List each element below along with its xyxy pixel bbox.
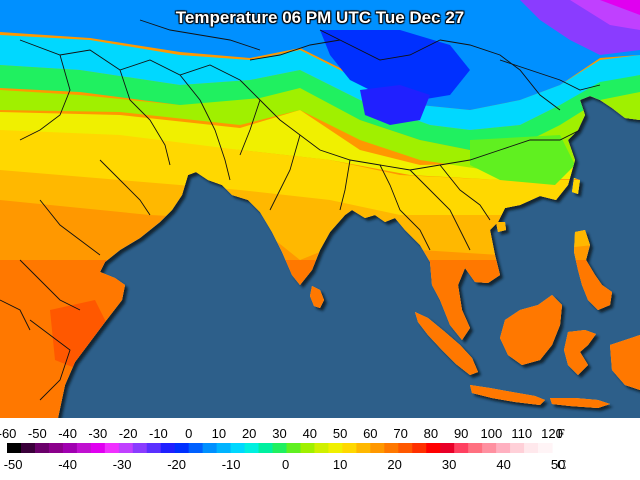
fahrenheit-tick-label: 110: [511, 426, 532, 441]
temperature-legend: -60-50-40-30-20-100102030405060708090100…: [0, 418, 640, 480]
celsius-tick-label: -50: [4, 457, 23, 472]
color-ramp-swatch: [314, 443, 330, 453]
color-ramp-swatch: [160, 443, 176, 453]
map-canvas: [0, 0, 640, 418]
color-ramp-swatch: [482, 443, 497, 453]
map-title: Temperature 06 PM UTC Tue Dec 27: [175, 8, 465, 27]
color-ramp-swatch: [342, 443, 357, 453]
fahrenheit-tick-label: 120: [541, 426, 563, 441]
color-ramp-swatch: [20, 443, 36, 453]
color-ramp-swatch: [426, 443, 441, 453]
fahrenheit-tick-label: 0: [185, 426, 192, 441]
fahrenheit-tick-label: 50: [333, 426, 347, 441]
color-ramp-swatch: [230, 443, 246, 453]
color-ramp-swatch: [468, 443, 483, 453]
celsius-tick-label: 50: [551, 457, 565, 472]
celsius-tick-label: -40: [58, 457, 77, 472]
fahrenheit-tick-label: 40: [303, 426, 317, 441]
temperature-map: Temperature 06 PM UTC Tue Dec 27: [0, 0, 640, 418]
celsius-unit-label: C: [557, 458, 566, 473]
color-ramp-swatch: [62, 443, 78, 453]
fahrenheit-tick-label: 80: [424, 426, 438, 441]
color-ramp-swatch: [328, 443, 343, 453]
color-ramp-swatch: [398, 443, 413, 453]
color-ramp-swatch: [510, 443, 525, 453]
fahrenheit-tick-label: -20: [119, 426, 138, 441]
color-ramp-swatch: [412, 443, 427, 453]
color-ramp-swatch: [244, 443, 260, 453]
fahrenheit-tick-label: -30: [88, 426, 107, 441]
fahrenheit-tick-label: 70: [393, 426, 407, 441]
fahrenheit-tick-label: -40: [58, 426, 77, 441]
color-ramp-swatch: [118, 443, 134, 453]
color-ramp-swatch: [538, 443, 553, 453]
celsius-tick-label: -10: [222, 457, 241, 472]
color-ramp-swatch: [440, 443, 455, 453]
fahrenheit-tick-label: -10: [149, 426, 168, 441]
color-ramp-swatch: [216, 443, 232, 453]
color-ramp-swatch: [174, 443, 190, 453]
color-ramp: [7, 443, 553, 453]
color-ramp-swatch: [272, 443, 288, 453]
celsius-tick-label: 20: [387, 457, 401, 472]
celsius-tick-label: 0: [282, 457, 289, 472]
fahrenheit-tick-label: 60: [363, 426, 377, 441]
fahrenheit-tick-label: 30: [272, 426, 286, 441]
color-ramp-swatch: [34, 443, 50, 453]
color-ramp-swatch: [454, 443, 469, 453]
celsius-tick-label: 40: [496, 457, 510, 472]
color-ramp-swatch: [48, 443, 64, 453]
color-ramp-swatch: [384, 443, 399, 453]
fahrenheit-tick-label: -50: [28, 426, 47, 441]
color-ramp-swatch: [370, 443, 385, 453]
color-ramp-swatch: [188, 443, 204, 453]
fahrenheit-tick-label: 100: [481, 426, 503, 441]
color-ramp-swatch: [7, 443, 22, 453]
celsius-tick-label: 10: [333, 457, 347, 472]
color-ramp-swatch: [202, 443, 218, 453]
fahrenheit-tick-label: -60: [0, 426, 16, 441]
color-ramp-swatch: [356, 443, 371, 453]
celsius-tick-label: 30: [442, 457, 456, 472]
fahrenheit-tick-label: 10: [212, 426, 226, 441]
celsius-tick-label: -30: [113, 457, 132, 472]
color-ramp-swatch: [104, 443, 120, 453]
color-ramp-swatch: [300, 443, 316, 453]
fahrenheit-tick-labels: -60 -50 -40 -30 -20 -10 0 10 20 30 40 50 60 70 80 90 100…: [0, 426, 563, 441]
celsius-tick-label: -20: [167, 457, 186, 472]
fahrenheit-tick-label: 90: [454, 426, 468, 441]
celsius-tick-labels: -50 -40 -30 -20 -10 0 10 20 30 40 50: [4, 457, 566, 472]
color-ramp-swatch: [286, 443, 302, 453]
color-ramp-swatch: [496, 443, 511, 453]
country-borders: [0, 19, 601, 401]
fahrenheit-tick-label: 20: [242, 426, 256, 441]
color-ramp-swatch: [90, 443, 106, 453]
color-ramp-swatch: [258, 443, 274, 453]
color-ramp-swatch: [132, 443, 148, 453]
color-ramp-swatch: [524, 443, 539, 453]
legend-canvas: -60-50-40-30-20-100102030405060708090100…: [0, 426, 566, 473]
fahrenheit-unit-label: F: [557, 427, 565, 442]
color-ramp-swatch: [76, 443, 92, 453]
color-ramp-swatch: [146, 443, 162, 453]
